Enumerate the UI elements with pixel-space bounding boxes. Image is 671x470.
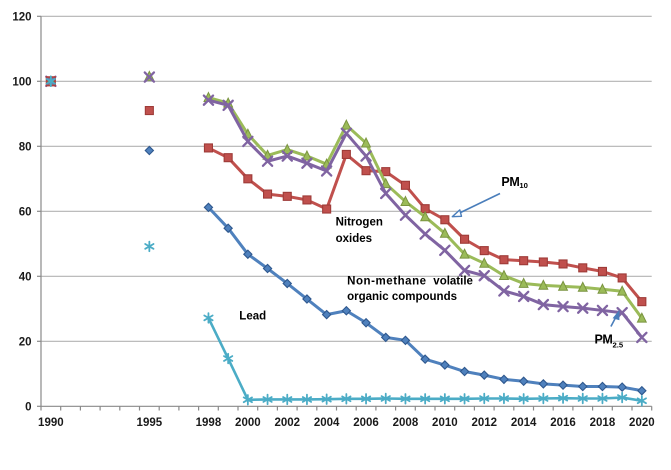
- svg-text:2000: 2000: [235, 417, 261, 429]
- svg-text:Non-methane: Non-methane: [347, 275, 427, 287]
- svg-text:Lead: Lead: [239, 311, 266, 323]
- svg-text:oxides: oxides: [336, 233, 372, 245]
- svg-text:0: 0: [25, 401, 31, 413]
- svg-text:2008: 2008: [393, 417, 419, 429]
- svg-text:1998: 1998: [196, 417, 222, 429]
- svg-text:80: 80: [19, 141, 32, 153]
- svg-text:2004: 2004: [314, 417, 340, 429]
- svg-text:40: 40: [19, 271, 32, 283]
- svg-text:2014: 2014: [511, 417, 537, 429]
- svg-text:2020: 2020: [629, 417, 655, 429]
- svg-text:2010: 2010: [432, 417, 458, 429]
- svg-text:1995: 1995: [137, 417, 163, 429]
- svg-text:2012: 2012: [471, 417, 497, 429]
- svg-text:2016: 2016: [550, 417, 576, 429]
- svg-text:Nitrogen: Nitrogen: [336, 217, 383, 229]
- svg-text:1990: 1990: [38, 417, 64, 429]
- svg-text:organic compounds: organic compounds: [347, 291, 457, 303]
- svg-text:20: 20: [19, 336, 32, 348]
- svg-text:100: 100: [12, 76, 31, 88]
- svg-text:2018: 2018: [590, 417, 616, 429]
- svg-text:60: 60: [19, 206, 32, 218]
- svg-text:120: 120: [12, 11, 31, 23]
- svg-text:2006: 2006: [353, 417, 379, 429]
- svg-text:volatile: volatile: [433, 275, 473, 287]
- svg-text:2002: 2002: [274, 417, 300, 429]
